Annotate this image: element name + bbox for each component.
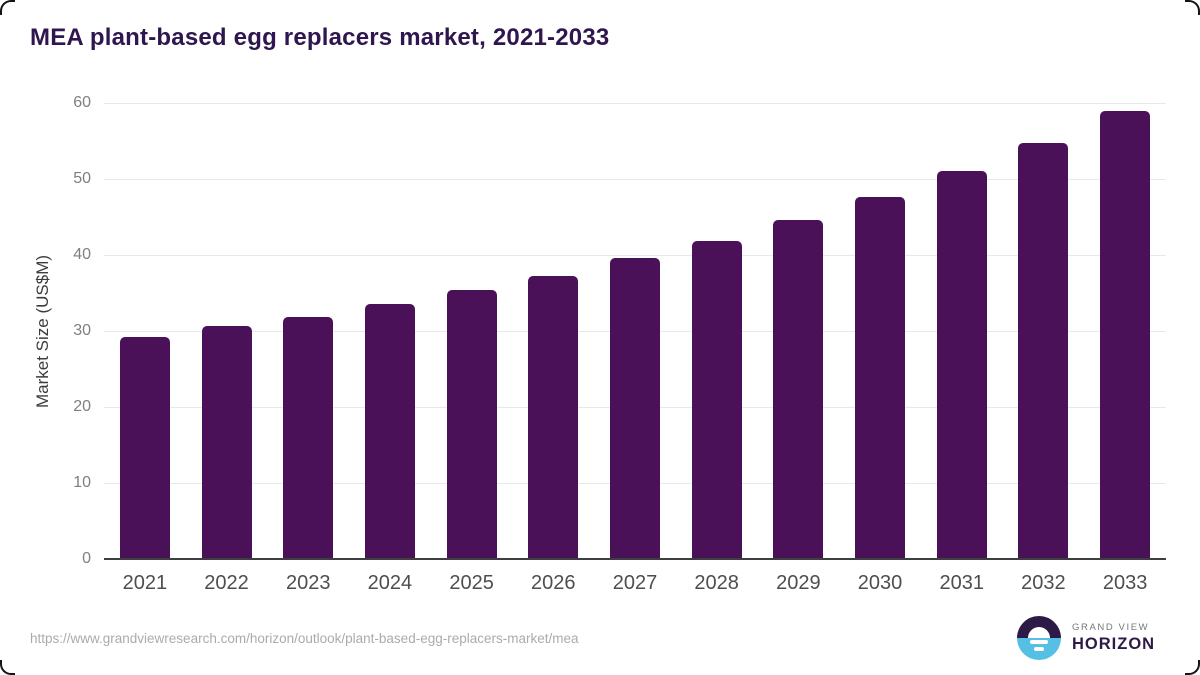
bar-2024[interactable] <box>364 304 415 559</box>
frame-corner-bottom-left <box>0 660 15 675</box>
bars-row <box>104 103 1166 559</box>
bar-2031[interactable] <box>936 171 987 559</box>
bar-2023[interactable] <box>283 316 334 559</box>
x-tick-label-2033: 2033 <box>1102 572 1148 594</box>
icon-sun <box>1028 627 1050 638</box>
bar-2028[interactable] <box>691 240 742 559</box>
x-tick-label-2024: 2024 <box>367 572 413 594</box>
x-tick-label-2021: 2021 <box>122 572 168 594</box>
bar-2033[interactable] <box>1100 111 1151 559</box>
frame-corner-bottom-right <box>1185 660 1200 675</box>
plot-area: Market Size (US$M) 0 10 20 30 40 50 60 2021 202… <box>33 95 1166 594</box>
bar-2025[interactable] <box>446 289 497 559</box>
x-tick-label-2029: 2029 <box>776 572 821 594</box>
y-tick-label-40: 40 <box>73 246 91 264</box>
sunset-horizon-icon <box>1017 616 1061 660</box>
x-tick-label-2023: 2023 <box>285 572 331 594</box>
logo-horizon-label: HORIZON <box>1072 635 1156 653</box>
x-tick-label-2025: 2025 <box>449 572 494 594</box>
gridline-40 <box>104 255 1166 257</box>
gridline-60 <box>104 103 1166 104</box>
y-tick-label-0: 0 <box>82 550 91 567</box>
x-tick-label-2028: 2028 <box>694 572 739 594</box>
y-tick-label-30: 30 <box>73 322 91 339</box>
x-axis-line <box>104 558 1166 560</box>
x-tick-label-2026: 2026 <box>531 572 576 594</box>
x-tick-label-2031: 2031 <box>939 572 984 594</box>
x-axis-tick-labels: 2021 2022 2023 2024 2025 2026 2027 2028 2029 2030… <box>104 572 1166 595</box>
bar-2021[interactable] <box>119 337 170 559</box>
grand-view-horizon-logo: GRAND VIEW HORIZON <box>1017 616 1155 660</box>
bar-2030[interactable] <box>855 197 906 559</box>
y-tick-label-20: 20 <box>73 398 91 416</box>
logo-text: GRAND VIEW HORIZON <box>1072 622 1155 654</box>
icon-ripple <box>1030 640 1048 644</box>
y-tick-label-10: 10 <box>73 474 91 492</box>
bar-2027[interactable] <box>609 258 660 559</box>
x-tick-label-2032: 2032 <box>1021 572 1066 594</box>
frame-corner-top-left <box>0 0 15 15</box>
bar-2022[interactable] <box>201 326 252 559</box>
gridline-50 <box>104 179 1166 180</box>
frame-corner-top-right <box>1185 0 1200 15</box>
y-tick-label-60: 60 <box>73 94 91 111</box>
x-tick-label-2030: 2030 <box>857 572 903 594</box>
source-url: https://www.grandviewresearch.com/horizo… <box>30 631 579 646</box>
x-tick-label-2022: 2022 <box>204 572 249 594</box>
bar-2026[interactable] <box>528 275 579 559</box>
logo-grand-view-label: GRAND VIEW <box>1072 622 1150 633</box>
x-tick-label-2027: 2027 <box>612 572 658 594</box>
bar-2032[interactable] <box>1018 143 1069 559</box>
y-tick-label-50: 50 <box>73 170 91 187</box>
bar-2029[interactable] <box>773 220 824 559</box>
chart-title: MEA plant-based egg replacers market, 20… <box>30 24 610 51</box>
icon-ripple <box>1034 647 1044 651</box>
